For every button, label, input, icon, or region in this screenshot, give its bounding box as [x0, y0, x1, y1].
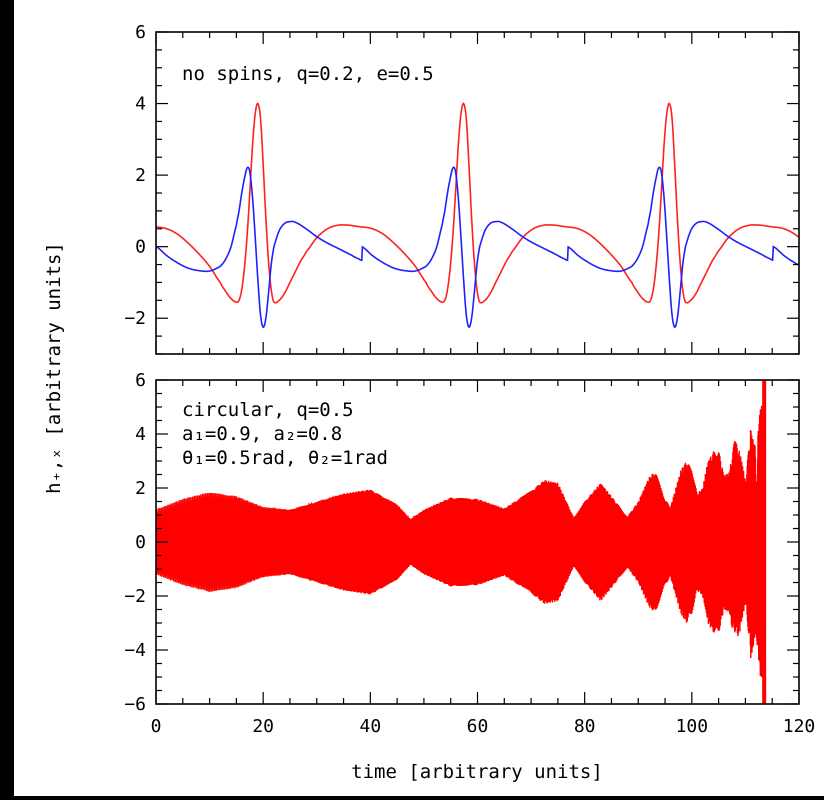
y-tick-label: −6 [124, 694, 146, 715]
y-tick-label: 0 [135, 237, 146, 258]
top-panel: −2 0 2 4 6 no spins, q=0.2, e=0.5 [124, 22, 800, 355]
figure: −2 0 2 4 6 no spins, q=0.2, e=0.5 −6 −4 −2 0 2 4 6… [14, 0, 824, 796]
y-tick-label: 2 [135, 478, 146, 499]
x-tick-label: 0 [151, 716, 162, 737]
top-panel-annotation: no spins, q=0.2, e=0.5 [182, 63, 434, 85]
bottom-panel-annotation-line-1: circular, q=0.5 [182, 399, 354, 421]
y-tick-label: 6 [135, 370, 146, 391]
x-tick-label: 80 [574, 716, 596, 737]
x-tick-label: 60 [467, 716, 489, 737]
bottom-panel-annotation-line-3: θ₁=0.5rad, θ₂=1rad [182, 447, 388, 469]
x-tick-label: 20 [252, 716, 274, 737]
waveform-chart: −2 0 2 4 6 no spins, q=0.2, e=0.5 −6 −4 −2 0 2 4 6… [43, 22, 815, 783]
y-tick-label: −2 [124, 586, 146, 607]
x-tick-label: 120 [783, 716, 816, 737]
y-tick-label: 6 [135, 22, 146, 43]
y-tick-label: 0 [135, 532, 146, 553]
x-tick-label: 40 [359, 716, 381, 737]
y-tick-label: 4 [135, 424, 146, 445]
x-axis-label: time [arbitrary units] [351, 761, 603, 783]
y-tick-label: 2 [135, 165, 146, 186]
circular-waveform-line [156, 405, 764, 678]
y-tick-label: 4 [135, 94, 146, 115]
red-waveform-line [156, 102, 799, 304]
x-tick-label: 100 [676, 716, 709, 737]
bottom-panel: −6 −4 −2 0 2 4 6 0 20 40 60 80 100 120 circular, q=0… [124, 370, 815, 737]
bottom-panel-annotation-line-2: a₁=0.9, a₂=0.8 [182, 423, 342, 445]
blue-waveform-line [156, 166, 799, 329]
y-tick-label: −2 [124, 308, 146, 329]
y-tick-label: −4 [124, 640, 146, 661]
y-axis-label: h₊,ₓ [arbitrary units] [43, 242, 65, 494]
